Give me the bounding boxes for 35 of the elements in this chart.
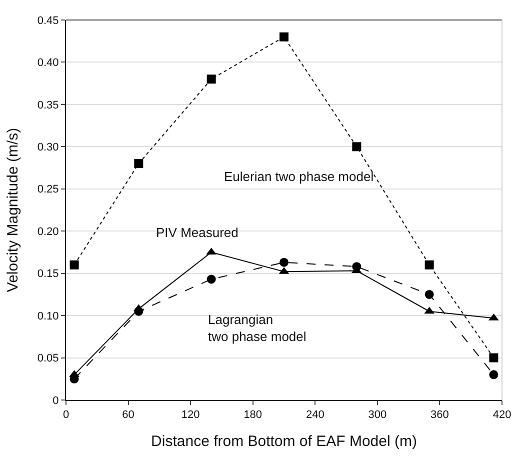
y-tick-label: 0.35 bbox=[37, 99, 59, 112]
x-tick-label: 180 bbox=[244, 409, 262, 422]
point bbox=[489, 370, 498, 380]
y-tick-label: 0.05 bbox=[37, 352, 59, 365]
y-axis-title: Velocity Magnitude (m/s) bbox=[4, 128, 22, 292]
series-label: PIV Measured bbox=[156, 225, 238, 240]
y-tick-label: 0.40 bbox=[37, 57, 59, 70]
x-tick-label: 420 bbox=[492, 409, 512, 422]
x-tick-label: 240 bbox=[306, 409, 324, 422]
x-tick-label: 60 bbox=[122, 409, 134, 422]
point bbox=[352, 142, 362, 152]
text: Lagrangian two phase model bbox=[208, 312, 306, 344]
point bbox=[70, 260, 79, 270]
y-tick-label: 0.45 bbox=[37, 14, 59, 27]
point bbox=[424, 290, 434, 299]
x-tick-label: 300 bbox=[368, 409, 387, 422]
point bbox=[134, 306, 144, 316]
y-tick-label: 0.25 bbox=[37, 184, 59, 196]
point bbox=[280, 32, 288, 42]
point bbox=[206, 274, 216, 284]
point bbox=[134, 159, 144, 168]
x-tick-label: 0 bbox=[62, 409, 70, 422]
y-tick-label: 0 bbox=[52, 394, 59, 407]
y-tick-label: 0.20 bbox=[37, 226, 59, 238]
point bbox=[280, 258, 288, 267]
x-tick-label: 360 bbox=[430, 409, 449, 422]
point bbox=[489, 353, 498, 362]
series-label: Eulerian two phase model bbox=[224, 169, 374, 184]
x-axis-title: Distance from Bottom of EAF Model (m) bbox=[151, 433, 417, 450]
y-tick-label: 0.10 bbox=[37, 310, 59, 322]
y-tick-label: 0.15 bbox=[37, 268, 59, 280]
point bbox=[424, 260, 434, 270]
y-tick-label: 0.30 bbox=[37, 142, 59, 154]
x-tick-label: 120 bbox=[181, 409, 200, 422]
point bbox=[206, 74, 216, 84]
